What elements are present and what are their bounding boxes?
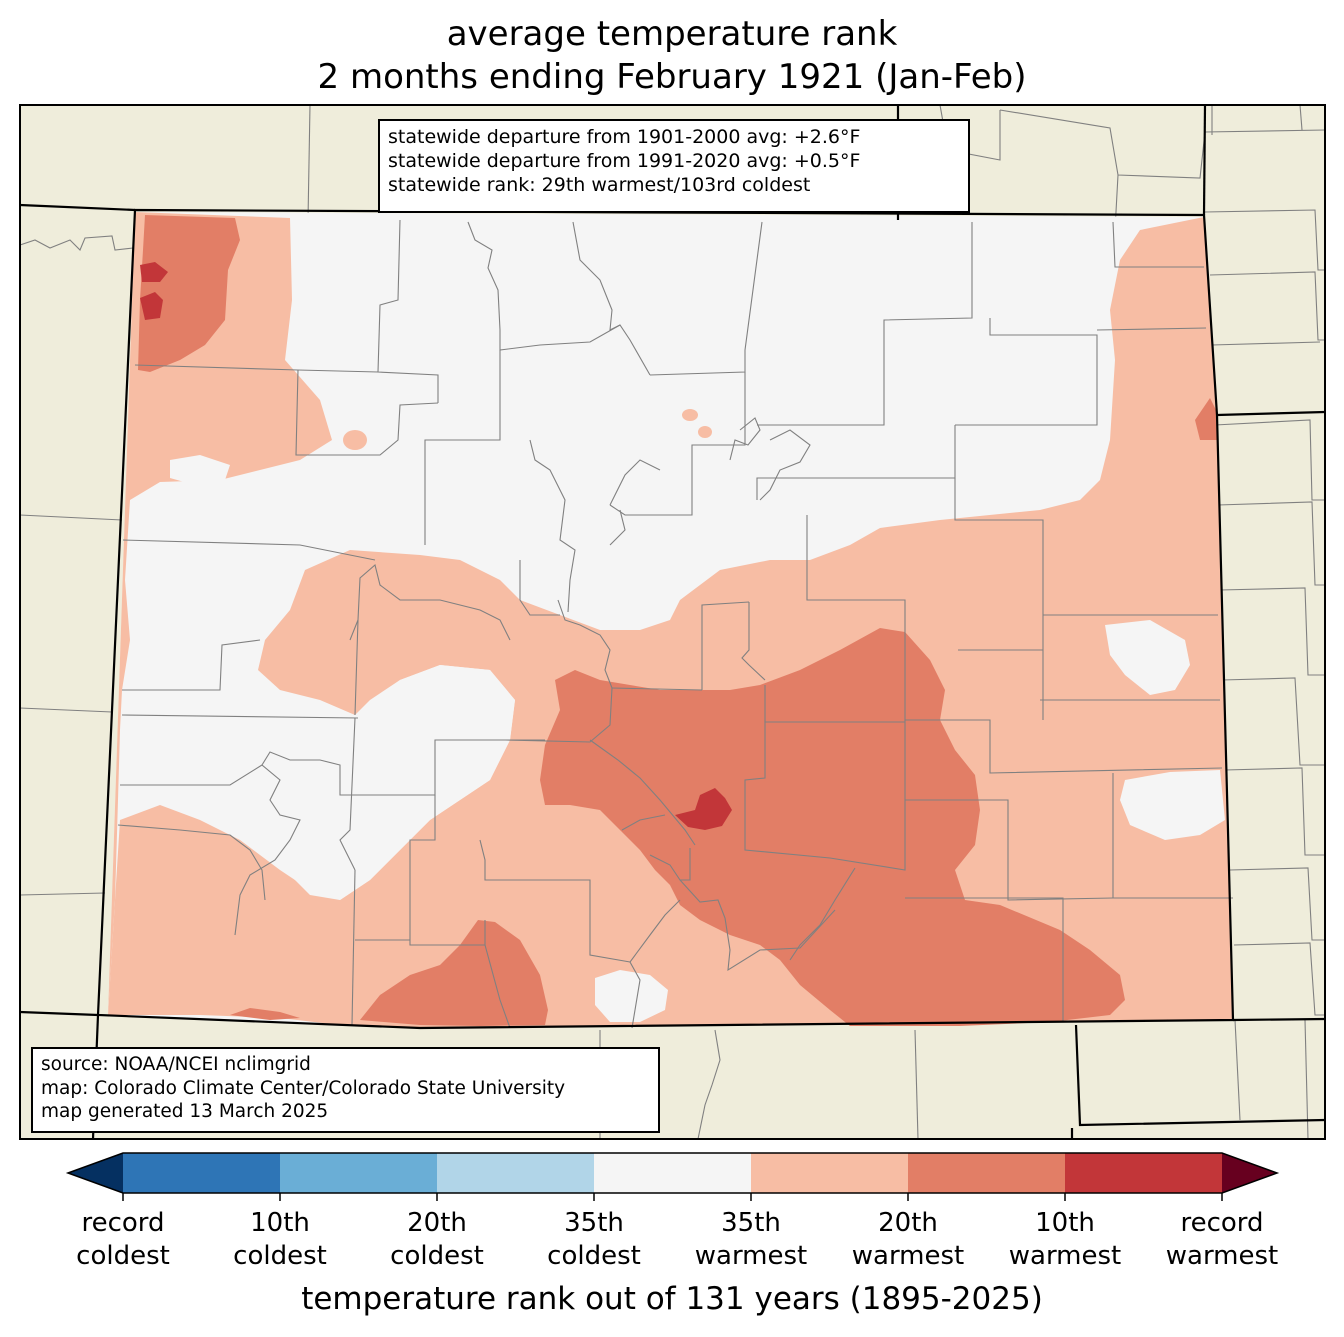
colorbar-tick-label: 10th warmest <box>985 1207 1145 1273</box>
colorbar-tick-label: 10th coldest <box>200 1207 360 1273</box>
colorbar-segment <box>437 1153 595 1193</box>
source-data: source: NOAA/NCEI nclimgrid <box>41 1054 311 1075</box>
colorbar-tick-label-line2: warmest <box>1165 1241 1279 1271</box>
warm-10-regions <box>140 262 732 830</box>
colorbar-tick-label-line1: 10th <box>1035 1208 1095 1238</box>
oklahoma-panhandle-border <box>1074 1024 1326 1127</box>
colorbar-extend-cold <box>68 1153 123 1193</box>
statewide-stats-box: statewide departure from 1901-2000 avg: … <box>378 119 970 213</box>
stat-departure-1901-2000: statewide departure from 1901-2000 avg: … <box>388 126 861 148</box>
colorbar-tick-label-line1: record <box>1180 1208 1264 1238</box>
colorbar-tick-label-line1: 35th <box>721 1208 781 1238</box>
colorbar-tick-label: record coldest <box>43 1207 203 1273</box>
source-box: source: NOAA/NCEI nclimgrid map: Colorad… <box>31 1047 660 1133</box>
nebraska-border <box>1202 104 1207 216</box>
colorbar-tick-label-line2: coldest <box>390 1241 484 1271</box>
map-subtitle: 2 months ending February 1921 (Jan-Feb) <box>317 57 1027 97</box>
colorbar-title: temperature rank out of 131 years (1895-… <box>301 1281 1043 1317</box>
stat-statewide-rank: statewide rank: 29th warmest/103rd colde… <box>388 174 811 196</box>
oklahoma-border <box>1232 1017 1326 1022</box>
map-title: average temperature rank <box>446 14 898 54</box>
colorbar-tick-label-line1: 20th <box>407 1208 467 1238</box>
new-mexico-west-border <box>19 1010 99 1017</box>
stat-departure-1991-2020: statewide departure from 1991-2020 avg: … <box>388 150 861 172</box>
source-map-credit: map: Colorado Climate Center/Colorado St… <box>41 1077 566 1099</box>
colorbar-tick-label: 35th coldest <box>514 1207 674 1273</box>
colorbar-tick-label-line2: warmest <box>694 1241 808 1271</box>
colorbar-tick-label-line2: coldest <box>76 1241 170 1271</box>
colorado-county-lines <box>117 219 1233 1029</box>
source-generated-date: map generated 13 March 2025 <box>41 1101 329 1122</box>
colorbar-tick-label: 35th warmest <box>671 1207 831 1273</box>
colorbar-tick-label: 20th coldest <box>357 1207 517 1273</box>
colorbar-tick-label-line1: 35th <box>564 1208 624 1238</box>
state-boundaries <box>19 104 1326 1140</box>
colorbar-segment <box>280 1153 438 1193</box>
map-frame <box>19 104 1326 1140</box>
colorbar-tick-label-line2: coldest <box>547 1241 641 1271</box>
colorbar-tick-label: 20th warmest <box>828 1207 988 1273</box>
colorbar-tick-label-line1: 10th <box>250 1208 310 1238</box>
warm-20-regions <box>138 215 1217 1026</box>
colorbar-segment <box>1065 1153 1223 1193</box>
colorbar-tick-label-line2: coldest <box>233 1241 327 1271</box>
colorbar-segment <box>751 1153 909 1193</box>
colorbar-tick-label-line1: 20th <box>878 1208 938 1238</box>
colorbar <box>65 1152 1280 1201</box>
colorbar-tick-label: record warmest <box>1142 1207 1302 1273</box>
colorbar-tick-label-line2: warmest <box>1008 1241 1122 1271</box>
neutral-islands <box>170 455 1225 1022</box>
colorbar-extend-warm <box>1222 1153 1277 1193</box>
colorbar-segment <box>594 1153 752 1193</box>
wyoming-border-west <box>19 203 136 212</box>
colorbar-tick-label-line2: warmest <box>851 1241 965 1271</box>
colorbar-segment <box>908 1153 1066 1193</box>
colorbar-tick-label-line1: record <box>81 1208 165 1238</box>
nebraska-kansas-border <box>1216 410 1326 417</box>
colorbar-segment <box>123 1153 281 1193</box>
